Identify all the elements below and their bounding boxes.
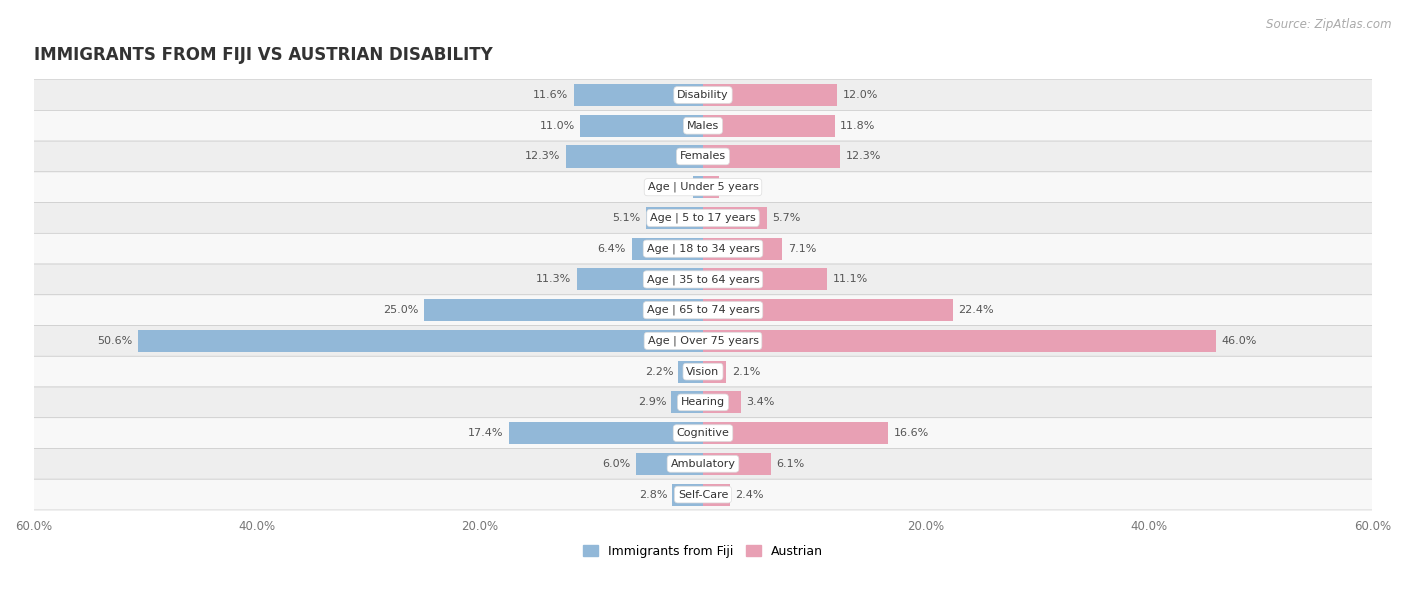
Text: Age | 65 to 74 years: Age | 65 to 74 years bbox=[647, 305, 759, 315]
Text: 0.92%: 0.92% bbox=[652, 182, 689, 192]
FancyBboxPatch shape bbox=[34, 110, 1372, 141]
Bar bbox=[565, 146, 703, 168]
FancyBboxPatch shape bbox=[34, 233, 1372, 264]
Text: Self-Care: Self-Care bbox=[678, 490, 728, 499]
Text: 46.0%: 46.0% bbox=[1222, 336, 1257, 346]
Text: Age | Under 5 years: Age | Under 5 years bbox=[648, 182, 758, 192]
Bar bbox=[703, 299, 953, 321]
Text: 17.4%: 17.4% bbox=[468, 428, 503, 438]
Bar bbox=[703, 176, 718, 198]
Bar bbox=[703, 114, 835, 137]
Bar bbox=[647, 207, 703, 229]
Text: 5.1%: 5.1% bbox=[612, 213, 641, 223]
FancyBboxPatch shape bbox=[34, 80, 1372, 110]
Bar bbox=[703, 483, 730, 506]
Bar bbox=[671, 391, 703, 414]
FancyBboxPatch shape bbox=[34, 264, 1372, 295]
Text: 11.0%: 11.0% bbox=[540, 121, 575, 131]
Text: Hearing: Hearing bbox=[681, 397, 725, 408]
Bar bbox=[703, 237, 782, 259]
Text: Disability: Disability bbox=[678, 90, 728, 100]
Text: 2.2%: 2.2% bbox=[645, 367, 673, 376]
FancyBboxPatch shape bbox=[34, 141, 1372, 172]
Bar bbox=[703, 453, 770, 475]
FancyBboxPatch shape bbox=[34, 449, 1372, 479]
Text: Age | 18 to 34 years: Age | 18 to 34 years bbox=[647, 244, 759, 254]
Bar bbox=[636, 453, 703, 475]
FancyBboxPatch shape bbox=[34, 479, 1372, 510]
Text: Source: ZipAtlas.com: Source: ZipAtlas.com bbox=[1267, 18, 1392, 31]
Text: 2.8%: 2.8% bbox=[638, 490, 668, 499]
Text: 16.6%: 16.6% bbox=[894, 428, 929, 438]
Text: 50.6%: 50.6% bbox=[97, 336, 132, 346]
Bar bbox=[138, 330, 703, 352]
FancyBboxPatch shape bbox=[34, 418, 1372, 449]
Text: Vision: Vision bbox=[686, 367, 720, 376]
Text: Age | 35 to 64 years: Age | 35 to 64 years bbox=[647, 274, 759, 285]
FancyBboxPatch shape bbox=[34, 387, 1372, 418]
Bar bbox=[509, 422, 703, 444]
Text: IMMIGRANTS FROM FIJI VS AUSTRIAN DISABILITY: IMMIGRANTS FROM FIJI VS AUSTRIAN DISABIL… bbox=[34, 46, 492, 64]
Bar bbox=[703, 207, 766, 229]
Text: 6.1%: 6.1% bbox=[776, 459, 804, 469]
FancyBboxPatch shape bbox=[34, 203, 1372, 233]
Text: 3.4%: 3.4% bbox=[747, 397, 775, 408]
Bar bbox=[703, 330, 1216, 352]
Text: 12.3%: 12.3% bbox=[846, 152, 882, 162]
Text: 11.8%: 11.8% bbox=[841, 121, 876, 131]
Bar bbox=[703, 391, 741, 414]
Bar bbox=[703, 84, 837, 106]
Text: 12.0%: 12.0% bbox=[842, 90, 877, 100]
Text: Females: Females bbox=[681, 152, 725, 162]
Text: 5.7%: 5.7% bbox=[772, 213, 800, 223]
Bar bbox=[631, 237, 703, 259]
FancyBboxPatch shape bbox=[34, 326, 1372, 356]
Text: 1.4%: 1.4% bbox=[724, 182, 752, 192]
Text: 25.0%: 25.0% bbox=[382, 305, 419, 315]
Bar bbox=[703, 268, 827, 291]
Bar bbox=[703, 360, 727, 382]
FancyBboxPatch shape bbox=[34, 295, 1372, 326]
Bar bbox=[574, 84, 703, 106]
FancyBboxPatch shape bbox=[34, 356, 1372, 387]
Bar bbox=[425, 299, 703, 321]
Bar bbox=[581, 114, 703, 137]
Bar bbox=[693, 176, 703, 198]
Text: Age | Over 75 years: Age | Over 75 years bbox=[648, 335, 758, 346]
Bar bbox=[703, 422, 889, 444]
Text: Age | 5 to 17 years: Age | 5 to 17 years bbox=[650, 213, 756, 223]
Text: Males: Males bbox=[688, 121, 718, 131]
Bar bbox=[703, 146, 841, 168]
Legend: Immigrants from Fiji, Austrian: Immigrants from Fiji, Austrian bbox=[578, 540, 828, 563]
Text: 11.3%: 11.3% bbox=[536, 274, 571, 285]
Bar bbox=[672, 483, 703, 506]
Bar bbox=[679, 360, 703, 382]
Text: 2.4%: 2.4% bbox=[735, 490, 763, 499]
Text: 11.1%: 11.1% bbox=[832, 274, 868, 285]
Text: 7.1%: 7.1% bbox=[787, 244, 815, 254]
Text: 2.1%: 2.1% bbox=[733, 367, 761, 376]
Text: 11.6%: 11.6% bbox=[533, 90, 568, 100]
Text: 6.4%: 6.4% bbox=[598, 244, 626, 254]
Text: Cognitive: Cognitive bbox=[676, 428, 730, 438]
Text: 6.0%: 6.0% bbox=[602, 459, 630, 469]
Text: 12.3%: 12.3% bbox=[524, 152, 560, 162]
Bar bbox=[576, 268, 703, 291]
Text: 22.4%: 22.4% bbox=[959, 305, 994, 315]
Text: 2.9%: 2.9% bbox=[638, 397, 666, 408]
FancyBboxPatch shape bbox=[34, 172, 1372, 203]
Text: Ambulatory: Ambulatory bbox=[671, 459, 735, 469]
